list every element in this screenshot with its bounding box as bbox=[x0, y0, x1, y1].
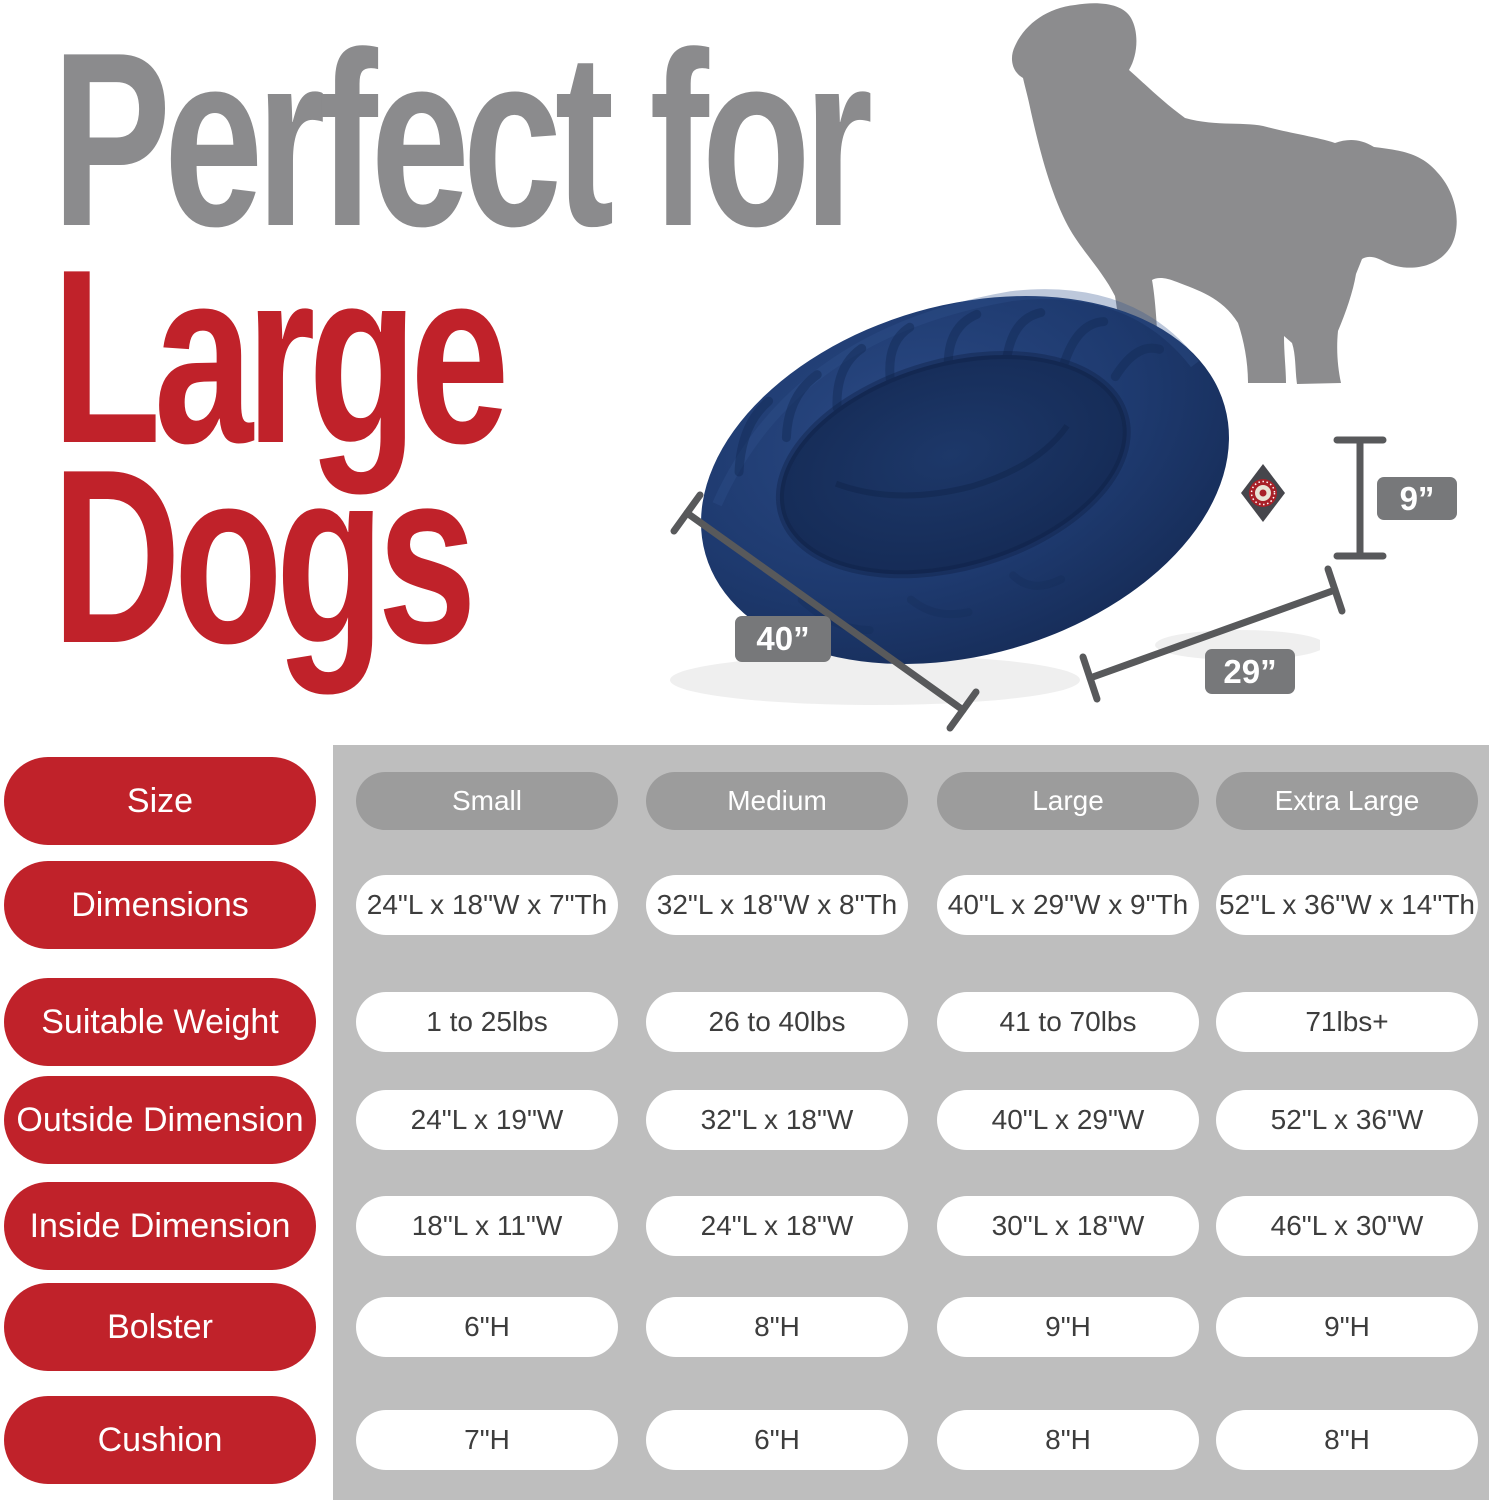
table-cell: 24"L x 18"W bbox=[646, 1196, 908, 1256]
table-cell: 9"H bbox=[1216, 1297, 1478, 1357]
table-cell: 8"H bbox=[937, 1410, 1199, 1470]
table-cell: 8"H bbox=[646, 1297, 908, 1357]
dog-silhouette-icon bbox=[1011, 3, 1457, 385]
table-cell: 52"L x 36"W x 14"Th bbox=[1216, 875, 1478, 935]
table-cell: 8"H bbox=[1216, 1410, 1478, 1470]
brand-tag-icon bbox=[1241, 464, 1285, 522]
table-cell: 18"L x 11"W bbox=[356, 1196, 618, 1256]
row-label-inside-dimension: Inside Dimension bbox=[4, 1182, 316, 1270]
row-label-cushion: Cushion bbox=[4, 1396, 316, 1484]
table-cell: 9"H bbox=[937, 1297, 1199, 1357]
table-cell: 26 to 40lbs bbox=[646, 992, 908, 1052]
row-label-bolster: Bolster bbox=[4, 1283, 316, 1371]
column-header-medium: Medium bbox=[646, 772, 908, 830]
table-cell: 24"L x 19"W bbox=[356, 1090, 618, 1150]
title-line-1: Perfect for bbox=[52, 0, 873, 278]
table-cell: 40"L x 29"W x 9"Th bbox=[937, 875, 1199, 935]
table-cell: 30"L x 18"W bbox=[937, 1196, 1199, 1256]
title-line-3: Dogs bbox=[52, 417, 477, 695]
table-cell: 40"L x 29"W bbox=[937, 1090, 1199, 1150]
table-cell: 1 to 25lbs bbox=[356, 992, 618, 1052]
table-cell: 71lbs+ bbox=[1216, 992, 1478, 1052]
table-cell: 6"H bbox=[356, 1297, 618, 1357]
table-cell: 41 to 70lbs bbox=[937, 992, 1199, 1052]
dimension-label-height: 9” bbox=[1377, 477, 1457, 520]
row-label-dimensions: Dimensions bbox=[4, 861, 316, 949]
row-label-size: Size bbox=[4, 757, 316, 845]
table-cell: 46"L x 30"W bbox=[1216, 1196, 1478, 1256]
row-label-outside-dimension: Outside Dimension bbox=[4, 1076, 316, 1164]
title-line-2: Large bbox=[52, 217, 509, 495]
row-label-suitable-weight: Suitable Weight bbox=[4, 978, 316, 1066]
table-cell: 52"L x 36"W bbox=[1216, 1090, 1478, 1150]
table-cell: 7"H bbox=[356, 1410, 618, 1470]
dimension-label-length: 40” bbox=[735, 616, 831, 662]
table-cell: 6"H bbox=[646, 1410, 908, 1470]
dimension-label-width: 29” bbox=[1205, 649, 1295, 694]
table-cell: 32"L x 18"W bbox=[646, 1090, 908, 1150]
table-cell: 32"L x 18"W x 8"Th bbox=[646, 875, 908, 935]
column-header-large: Large bbox=[937, 772, 1199, 830]
column-header-small: Small bbox=[356, 772, 618, 830]
table-cell: 24"L x 18"W x 7"Th bbox=[356, 875, 618, 935]
column-header-extra-large: Extra Large bbox=[1216, 772, 1478, 830]
